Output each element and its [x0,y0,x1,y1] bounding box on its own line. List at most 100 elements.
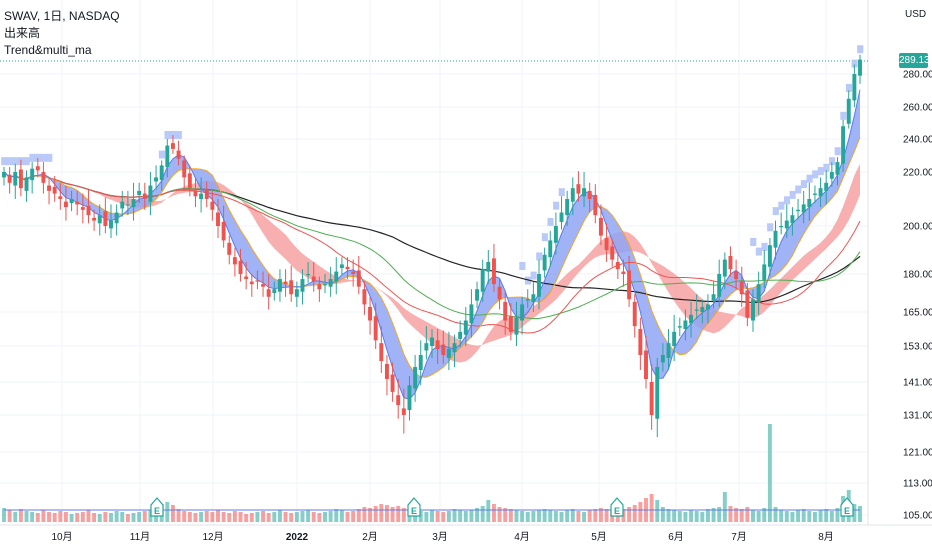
candle-body [638,329,643,355]
earnings-marker [150,497,164,517]
volume-bar [103,512,108,522]
candle-body [35,166,40,171]
volume-bar [497,507,502,522]
time-tick-label: 6月 [668,531,684,543]
candle-body [413,367,418,389]
candle-body [221,221,226,241]
candle-body [424,343,429,351]
volume-bar [734,508,739,522]
candle-body [520,304,525,321]
candle-body [615,262,620,270]
volume-bar [13,512,18,522]
volume-bar [232,511,237,522]
trend-cloud-block [845,83,853,92]
earnings-marker [610,497,624,517]
candle-body [86,205,91,216]
earnings-marker [840,497,854,517]
volume-bar [7,510,12,522]
volume-bar [97,514,102,522]
candle-body [767,245,772,267]
volume-bar [261,511,266,522]
blue-ma-band [4,89,860,400]
volume-bar [390,507,395,522]
candle-body [199,193,204,199]
candle-body [345,266,350,270]
candle-body [401,408,406,415]
volume-bar [165,502,170,522]
candle-body [294,289,299,297]
volume-bar [767,424,772,522]
earnings-marker-label: E [844,506,850,516]
candle-body [649,382,654,415]
candle-body [858,59,862,76]
volume-label[interactable]: 出来高 [4,26,41,40]
candle-body [644,350,648,379]
volume-bar [835,508,840,522]
volume-bar [182,511,187,522]
indicator-label[interactable]: Trend&multi_ma [4,43,92,57]
candle-body [47,185,52,191]
candle-body [131,199,136,208]
volume-bar [503,508,508,522]
volume-bar [441,512,446,522]
volume-bar [705,509,710,522]
volume-bar [858,506,862,522]
trend-cloud-block [817,167,824,176]
volume-bar [24,511,29,522]
candle-body [694,309,699,311]
symbol-label[interactable]: SWAV, 1日, NASDAQ [4,9,120,23]
currency-label[interactable]: USD [905,9,927,20]
price-tick-label: 280.00 [903,70,932,81]
trend-cloud-block [772,207,779,216]
volume-bar [193,513,198,522]
candle-body [165,145,170,168]
candle-body [790,215,795,224]
volume-bar [137,512,142,522]
candle-body [2,172,6,178]
volume-bars [2,424,862,522]
volume-bar [548,510,553,522]
candle-body [41,172,46,183]
chart-legend: SWAV, 1日, NASDAQ 出来高 Trend&multi_ma [4,8,120,59]
trend-cloud-block [800,180,807,189]
volume-bar [373,506,378,522]
price-tick-label: 200.00 [903,222,932,233]
volume-bar [486,500,491,522]
candle-body [705,304,710,310]
volume-bar [565,510,570,522]
candle-body [739,281,744,295]
candle-body [137,190,142,195]
volume-bar [75,513,80,522]
volume-bar [666,509,671,522]
volume-bar [677,511,682,522]
candle-body [683,320,688,329]
candle-body [689,314,694,324]
candle-body [261,284,266,287]
candle-body [430,337,434,346]
volume-bar [120,512,125,522]
volume-bar [531,511,536,522]
candle-body [249,281,254,285]
candle-body [384,364,389,379]
candle-body [187,173,192,189]
price-tick-label: 153.00 [903,342,932,353]
volume-bar [683,512,688,522]
trend-cloud-block [541,233,548,242]
volume-bar [773,507,778,522]
price-tick-label: 131.00 [903,411,932,422]
candle-body [503,301,508,321]
candle-body [52,186,57,194]
candle-body [475,289,480,301]
volume-bar [323,512,327,522]
candle-body [80,207,85,210]
volume-bar [469,510,474,522]
candle-body [846,98,851,124]
volume-bar [576,511,581,522]
volume-bar [818,510,823,522]
volume-bar [125,514,130,522]
volume-bar [672,510,677,522]
candle-body [514,317,519,335]
candle-body [784,220,789,229]
